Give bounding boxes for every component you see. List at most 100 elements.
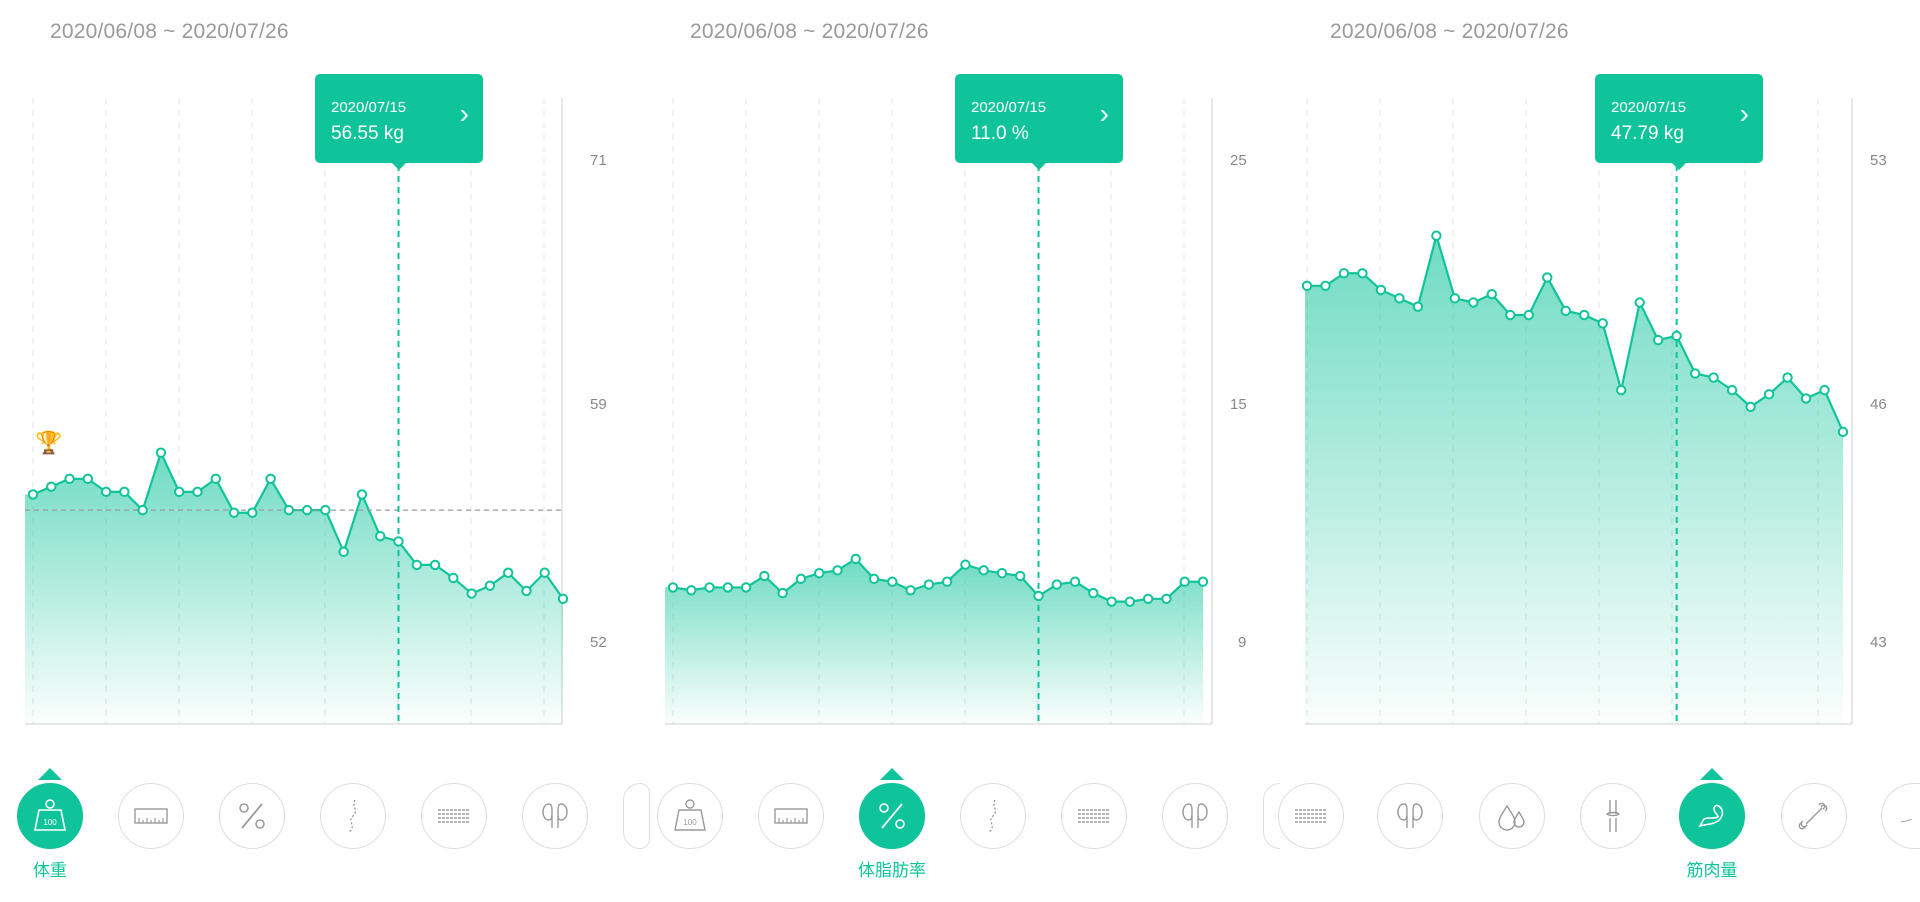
kidney-icon[interactable] (1377, 783, 1443, 849)
data-point (1197, 576, 1209, 587)
tooltip-pointer (1032, 163, 1046, 170)
data-point (228, 507, 240, 518)
date-range: 2020/06/08 ~ 2020/07/26 (690, 20, 929, 43)
tooltip-pointer (392, 163, 406, 170)
data-point (1431, 230, 1442, 241)
y-tick-mid: 15 (1230, 396, 1247, 413)
data-point (429, 559, 441, 571)
data-point (466, 588, 477, 599)
data-point (1179, 576, 1190, 587)
data-point (1338, 268, 1350, 279)
metric-label: 体脂肪率 (858, 861, 926, 880)
muscle-fiber-icon[interactable] (421, 783, 487, 849)
data-point (1708, 372, 1719, 383)
percent-icon[interactable] (219, 783, 285, 849)
data-point (814, 567, 825, 579)
metric-label: 体重 (33, 861, 67, 880)
data-point (868, 573, 880, 585)
y-tick-low: 43 (1870, 634, 1887, 651)
date-range: 2020/06/08 ~ 2020/07/26 (50, 20, 289, 43)
weight-chart[interactable] (0, 0, 640, 902)
data-point (210, 473, 221, 485)
tooltip[interactable]: 2020/07/15 56.55 kg › (315, 74, 483, 170)
y-tick-mid: 59 (590, 396, 607, 413)
weight-icon[interactable]: 100 (657, 783, 723, 849)
data-point (27, 489, 39, 500)
data-point (1161, 593, 1172, 604)
data-point (100, 486, 112, 498)
tooltip[interactable]: 2020/07/15 11.0 % › (955, 74, 1123, 170)
partial-icon[interactable] (623, 783, 640, 849)
data-point (1652, 334, 1664, 346)
data-point (448, 572, 459, 584)
muscle-fiber-icon[interactable] (1278, 783, 1344, 849)
data-point (192, 486, 203, 498)
data-point (484, 580, 496, 591)
data-point (686, 585, 697, 596)
tooltip-pointer (1672, 163, 1686, 170)
y-tick-top: 71 (590, 152, 607, 169)
selected-marker (38, 768, 62, 780)
selected-marker (1700, 768, 1724, 780)
y-tick-low: 52 (590, 634, 607, 651)
metric-label: 筋肉量 (1686, 861, 1738, 880)
data-point (301, 504, 313, 516)
data-point (1320, 280, 1331, 291)
percent-icon[interactable] (859, 783, 925, 849)
data-point (1394, 293, 1405, 304)
data-point (1671, 330, 1682, 342)
joint-icon[interactable] (1580, 783, 1646, 849)
y-tick-low: 9 (1238, 634, 1247, 651)
muscle-fiber-icon[interactable] (1061, 783, 1127, 849)
data-point (1486, 288, 1498, 300)
data-point (320, 504, 331, 516)
data-point (174, 486, 185, 498)
bone-icon[interactable] (1781, 783, 1847, 849)
chevron-right-icon: › (1099, 98, 1109, 129)
data-point (1088, 587, 1099, 599)
data-point (356, 489, 368, 500)
muscle-chart[interactable] (1280, 0, 1920, 902)
data-point (1616, 384, 1627, 396)
arm-muscle-icon[interactable] (1679, 783, 1745, 849)
water-drop-icon[interactable] (1479, 783, 1545, 849)
selected-marker (880, 768, 904, 780)
kidney-icon[interactable] (522, 783, 588, 849)
data-point (923, 579, 935, 590)
data-point (1819, 384, 1830, 396)
svg-text:100: 100 (43, 818, 57, 827)
ruler-icon[interactable] (118, 783, 184, 849)
spine-icon[interactable] (960, 783, 1026, 849)
chart-panel-weight: 2020/06/08 ~ 2020/07/26 🏆 2020/07/15 56.… (0, 0, 640, 902)
data-point (941, 576, 953, 587)
tooltip-value: 56.55 kg (331, 123, 404, 144)
data-point (1505, 309, 1516, 321)
kidney-icon[interactable] (1162, 783, 1228, 849)
spine-icon[interactable] (320, 783, 386, 849)
data-point (1726, 384, 1738, 396)
body-fat-chart[interactable] (640, 0, 1280, 902)
data-point (64, 473, 75, 485)
data-point (1051, 579, 1062, 590)
data-point (1357, 268, 1368, 279)
data-point (740, 582, 752, 593)
data-point (338, 546, 349, 558)
tooltip[interactable]: 2020/07/15 47.79 kg › (1595, 74, 1763, 170)
data-point (1069, 576, 1081, 587)
data-point (832, 565, 843, 576)
data-point (1763, 389, 1775, 400)
data-point (119, 486, 130, 498)
y-tick-top: 53 (1870, 152, 1887, 169)
tooltip-date: 2020/07/15 (971, 99, 1047, 116)
partial-icon[interactable] (640, 783, 650, 849)
ruler-icon[interactable] (758, 783, 824, 849)
chevron-right-icon: › (1739, 98, 1749, 129)
weight-icon[interactable]: 100 (17, 783, 83, 849)
data-point (46, 481, 57, 492)
data-point (1449, 293, 1461, 304)
data-point (667, 582, 679, 593)
data-point (1745, 401, 1756, 413)
data-point (978, 565, 989, 576)
tooltip-value: 47.79 kg (1611, 123, 1684, 144)
data-point (521, 585, 532, 597)
